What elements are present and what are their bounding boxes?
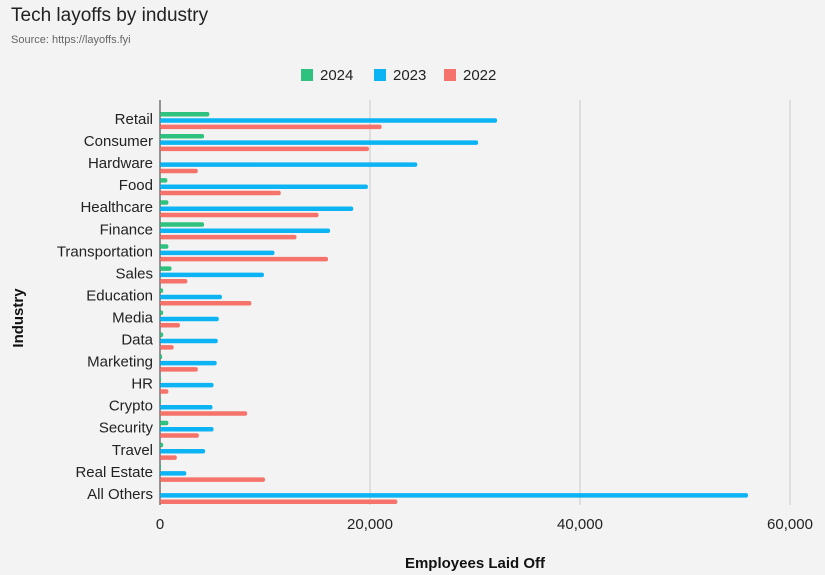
y-tick-label: Hardware [88,155,153,172]
legend-item-2023[interactable]: 2023 [374,67,426,84]
bar-2024 [160,288,164,293]
bar-2022 [160,301,252,306]
bar-2023 [160,493,748,498]
bar-2022 [160,367,198,372]
legend-swatch [444,69,456,81]
y-axis-title: Industry [10,288,27,348]
x-tick-label: 20,000 [347,516,393,533]
x-axis-title: Employees Laid Off [405,555,546,572]
bar-2024 [160,354,163,360]
x-tick-label: 60,000 [767,516,813,533]
bar-2023 [160,338,218,344]
chart-title: Tech layoffs by industry [11,5,209,26]
bar-2022 [160,190,281,196]
bar-2023 [160,250,275,256]
bar-2022 [160,389,169,394]
y-tick-label: Sales [115,265,153,282]
chart-subtitle: Source: https://layoffs.fyi [11,34,131,46]
bar-2023 [160,360,217,366]
bar-2023 [160,118,498,123]
legend-item-2022[interactable]: 2022 [444,67,496,84]
bar-2023 [160,382,214,388]
bar-2022 [160,477,265,482]
bar-2023 [160,427,214,432]
legend-label: 2023 [393,67,426,84]
bar-2022 [160,234,297,240]
bar-2024 [160,332,164,337]
bar-2024 [160,398,162,404]
bar-2022 [160,345,174,350]
bar-2023 [160,294,222,300]
y-tick-label: HR [131,376,153,393]
bar-2022 [160,256,328,262]
y-tick-label: Healthcare [80,199,153,216]
x-tick-labels: 0 20,000 40,000 60,000 [156,516,813,533]
bar-2024 [160,244,169,249]
bar-2022 [160,212,319,218]
bar-2024 [160,420,169,426]
bar-2022 [160,455,177,460]
bar-2023 [160,184,368,189]
y-tick-label: Food [119,177,153,194]
y-tick-label: Data [121,332,153,349]
bar-2024 [160,200,169,205]
bar-2023 [160,404,213,410]
bar-2024 [160,310,164,315]
bars [160,112,748,504]
legend-item-2024[interactable]: 2024 [301,67,353,84]
bar-2022 [160,124,382,130]
bar-2023 [160,228,331,234]
y-tick-labels: Retail Consumer Hardware Food Healthcare Fina… [57,111,154,503]
bar-2024 [160,222,205,227]
bar-2022 [160,411,248,416]
x-tick-label: 0 [156,516,164,533]
legend-label: 2024 [320,67,353,84]
legend-label: 2022 [463,67,496,84]
bar-2022 [160,433,199,438]
legend[interactable]: 2024 2023 2022 [301,67,496,84]
y-tick-label: Retail [115,111,153,128]
y-tick-label: Security [99,420,154,437]
y-tick-label: Transportation [57,243,153,260]
bar-2022 [160,499,398,504]
bar-2024 [160,464,162,470]
bar-2023 [160,449,206,454]
bar-2022 [160,146,369,152]
bar-2024 [160,134,205,139]
bar-2022 [160,323,180,328]
y-tick-label: All Others [87,486,153,503]
bar-2023 [160,206,354,211]
bar-2023 [160,471,187,476]
bar-2024 [160,376,162,382]
bar-2023 [160,272,264,278]
y-tick-label: Finance [100,221,153,238]
bar-2023 [160,316,219,322]
y-tick-label: Education [86,287,153,304]
y-tick-label: Marketing [87,354,153,371]
y-tick-label: Consumer [84,133,153,150]
y-tick-label: Media [112,309,154,326]
bar-2023 [160,140,479,145]
gridlines [159,100,791,505]
bar-2024 [160,266,172,271]
bar-2022 [160,278,188,284]
legend-swatch [301,69,313,81]
x-tick-label: 40,000 [557,516,603,533]
y-tick-label: Crypto [109,398,153,415]
bar-2024 [160,178,168,183]
bar-2023 [160,162,418,167]
bar-2024 [160,442,164,448]
legend-swatch [374,69,386,81]
y-tick-label: Travel [112,442,153,459]
bar-2022 [160,168,198,174]
y-tick-label: Real Estate [75,464,153,481]
bar-2024 [160,112,210,117]
